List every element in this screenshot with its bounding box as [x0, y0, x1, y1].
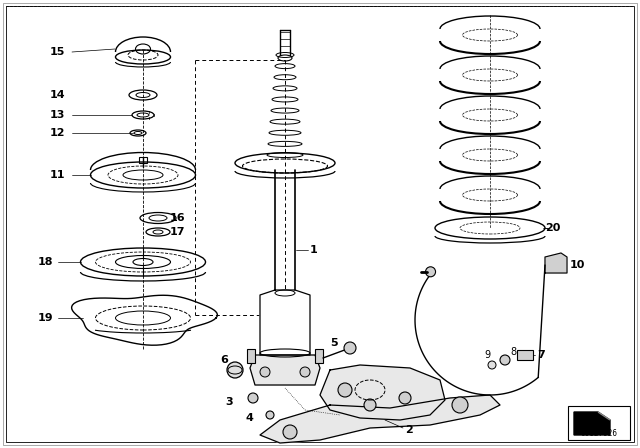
Circle shape [338, 383, 352, 397]
Circle shape [488, 361, 496, 369]
Text: 9: 9 [484, 350, 490, 360]
Bar [517, 350, 533, 360]
Bar [315, 349, 323, 363]
Circle shape [426, 267, 436, 277]
Text: 16: 16 [170, 213, 186, 223]
Polygon shape [545, 253, 567, 273]
Text: 13: 13 [50, 110, 65, 120]
Bar [247, 349, 255, 363]
Circle shape [227, 362, 243, 378]
Text: 10: 10 [570, 260, 586, 270]
Text: 18: 18 [38, 257, 54, 267]
Text: 5: 5 [330, 338, 338, 348]
Circle shape [260, 367, 270, 377]
Circle shape [399, 392, 411, 404]
Text: 11: 11 [50, 170, 65, 180]
Polygon shape [250, 355, 320, 385]
Text: 14: 14 [50, 90, 66, 100]
Circle shape [344, 342, 356, 354]
Polygon shape [260, 290, 310, 355]
Circle shape [248, 393, 258, 403]
Polygon shape [260, 395, 500, 443]
Circle shape [300, 367, 310, 377]
Text: 1: 1 [310, 245, 317, 255]
Polygon shape [598, 412, 610, 420]
Text: 4: 4 [245, 413, 253, 423]
Text: 12: 12 [50, 128, 65, 138]
Bar [139, 157, 147, 163]
Text: 2: 2 [405, 425, 413, 435]
Circle shape [364, 399, 376, 411]
Circle shape [500, 355, 510, 365]
Text: 3: 3 [225, 397, 232, 407]
Polygon shape [574, 412, 610, 435]
Circle shape [266, 411, 274, 419]
Text: 19: 19 [38, 313, 54, 323]
Text: 00127926: 00127926 [580, 428, 618, 438]
Bar [568, 406, 630, 440]
Text: 8: 8 [510, 347, 516, 357]
Circle shape [452, 397, 468, 413]
Text: 6: 6 [220, 355, 228, 365]
Text: 17: 17 [170, 227, 186, 237]
Text: 20: 20 [545, 223, 561, 233]
Text: 7: 7 [537, 350, 545, 360]
Polygon shape [320, 365, 445, 420]
Text: 15: 15 [50, 47, 65, 57]
Circle shape [283, 425, 297, 439]
